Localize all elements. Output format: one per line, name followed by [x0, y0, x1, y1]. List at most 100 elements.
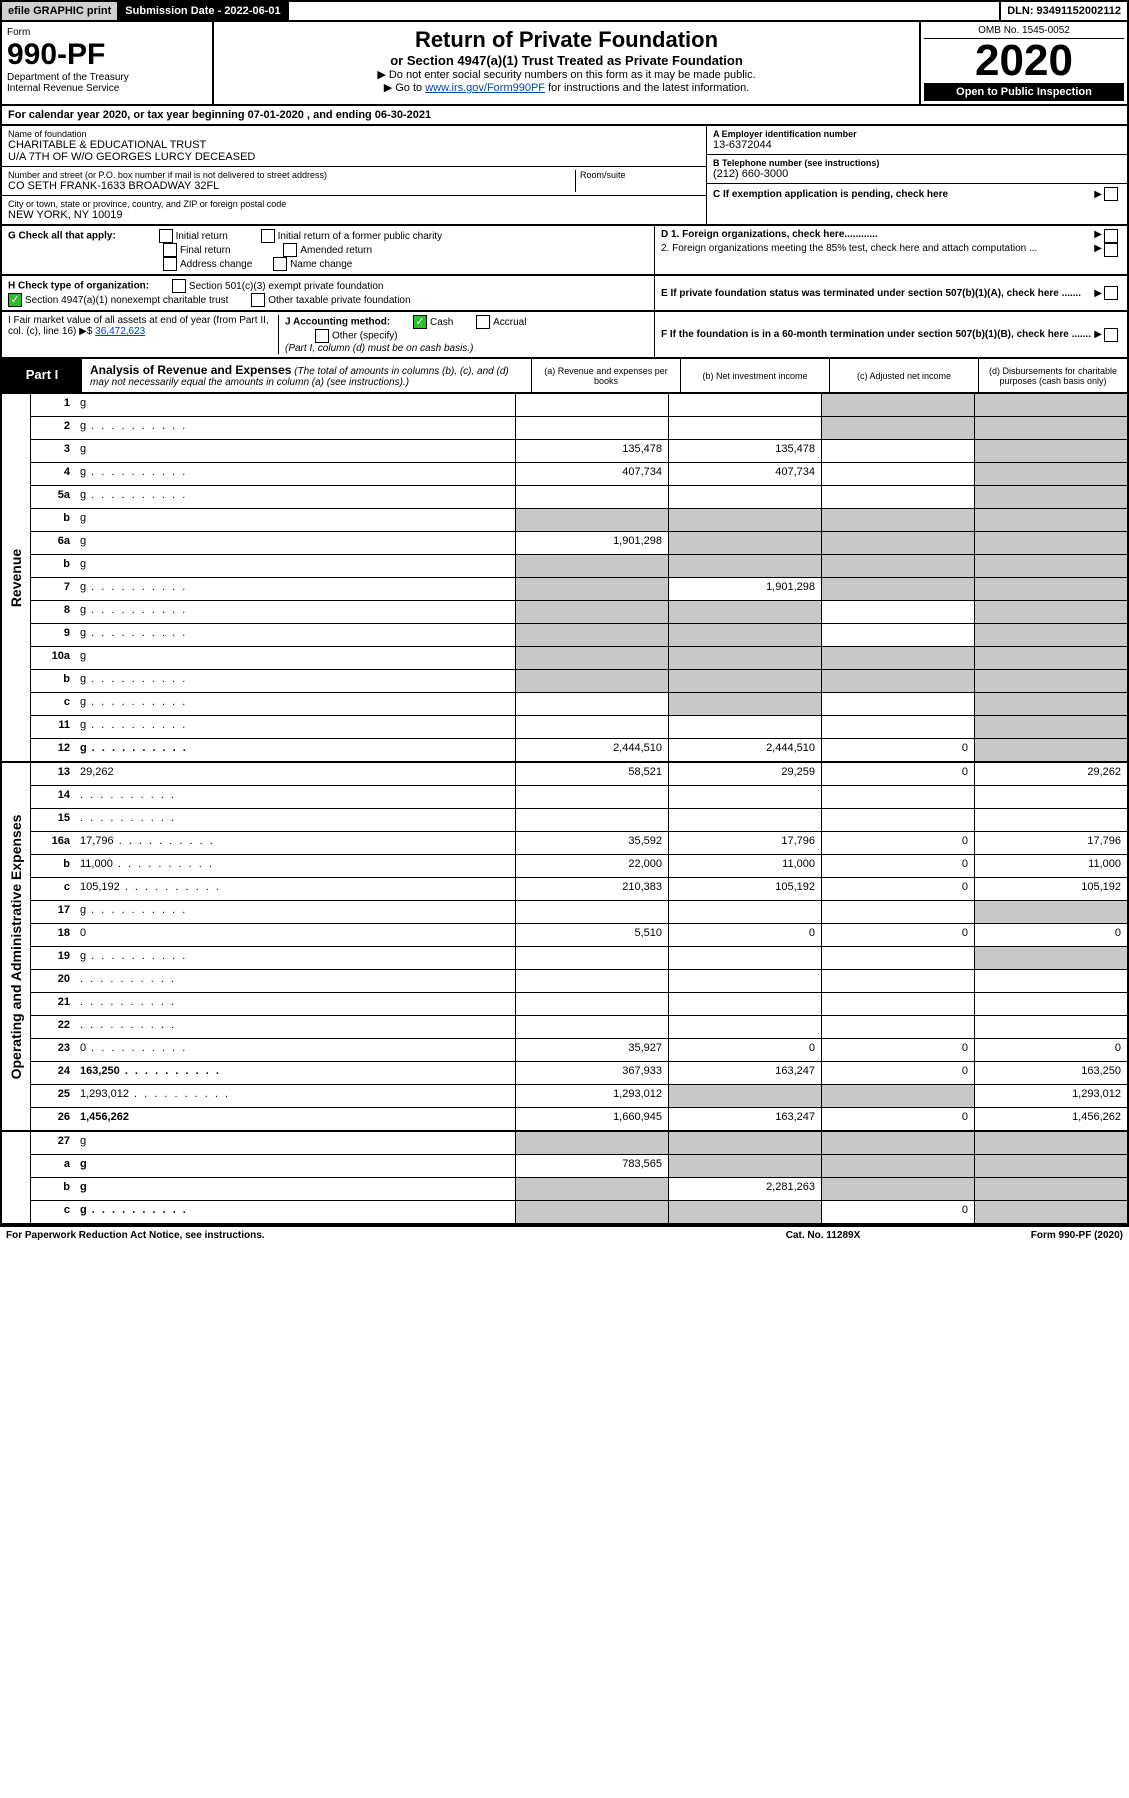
amount-cell: [668, 993, 821, 1015]
table-row: cg 0: [31, 1201, 1127, 1223]
row-description: g: [76, 486, 515, 508]
g2-checkbox[interactable]: [261, 229, 275, 243]
row-number: 22: [31, 1016, 76, 1038]
table-row: 20: [31, 970, 1127, 993]
g5-checkbox[interactable]: [163, 257, 177, 271]
table-row: 4g407,734407,734: [31, 463, 1127, 486]
g4-checkbox[interactable]: [283, 243, 297, 257]
table-row: 9g: [31, 624, 1127, 647]
row-description: g: [76, 1201, 515, 1223]
g3-checkbox[interactable]: [163, 243, 177, 257]
amount-cell: [821, 947, 974, 969]
amount-cell: 407,734: [515, 463, 668, 485]
amount-cell: 0: [821, 1201, 974, 1223]
h3-label: Other taxable private foundation: [268, 295, 410, 306]
amount-cell: [515, 578, 668, 600]
amount-cell: [974, 993, 1127, 1015]
j-other-checkbox[interactable]: [315, 329, 329, 343]
amount-cell: [515, 601, 668, 623]
amount-cell: 1,456,262: [974, 1108, 1127, 1130]
form-number: 990-PF: [7, 38, 207, 72]
arrow-icon: [1094, 288, 1104, 299]
part1-title-bold: Analysis of Revenue and Expenses: [90, 363, 291, 377]
row-number: 15: [31, 809, 76, 831]
g5-label: Address change: [180, 259, 252, 270]
amount-cell: 163,247: [668, 1108, 821, 1130]
row-number: 23: [31, 1039, 76, 1061]
amount-cell: 22,000: [515, 855, 668, 877]
row-description: g: [76, 947, 515, 969]
h1-checkbox[interactable]: [172, 279, 186, 293]
amount-cell: [515, 555, 668, 577]
amount-cell: [821, 647, 974, 669]
h3-checkbox[interactable]: [251, 293, 265, 307]
identity-block: Name of foundation CHARITABLE & EDUCATIO…: [0, 126, 1129, 226]
row-number: 1: [31, 394, 76, 416]
table-row: bg: [31, 509, 1127, 532]
amount-cell: 135,478: [668, 440, 821, 462]
d2-checkbox[interactable]: [1104, 243, 1118, 257]
amount-cell: [515, 624, 668, 646]
amount-cell: 2,444,510: [515, 739, 668, 761]
h2-checkbox[interactable]: [8, 293, 22, 307]
j-accrual-checkbox[interactable]: [476, 315, 490, 329]
amount-cell: [668, 1016, 821, 1038]
opadmin-vlabel: Operating and Administrative Expenses: [2, 763, 31, 1130]
amount-cell: [821, 509, 974, 531]
j3-label: Other (specify): [332, 331, 398, 342]
table-row: b11,00022,00011,000011,000: [31, 855, 1127, 878]
ein-cell: A Employer identification number 13-6372…: [707, 126, 1127, 155]
amount-cell: [821, 1178, 974, 1200]
g2-label: Initial return of a former public charit…: [278, 231, 443, 242]
form-title-block: Return of Private Foundation or Section …: [214, 22, 919, 104]
row-description: g: [76, 1178, 515, 1200]
amount-cell: [515, 809, 668, 831]
row-description: 1,456,262: [76, 1108, 515, 1130]
amount-cell: [515, 1178, 668, 1200]
amount-cell: [821, 809, 974, 831]
phone-label: B Telephone number (see instructions): [713, 158, 1121, 168]
row-number: 5a: [31, 486, 76, 508]
amount-cell: 0: [821, 924, 974, 946]
row-description: 105,192: [76, 878, 515, 900]
fmv-value[interactable]: 36,472,623: [95, 326, 145, 337]
g6-checkbox[interactable]: [273, 257, 287, 271]
amount-cell: [821, 901, 974, 923]
f-checkbox[interactable]: [1104, 328, 1118, 342]
table-row: 22: [31, 1016, 1127, 1039]
amount-cell: [515, 993, 668, 1015]
row-description: g: [76, 532, 515, 554]
amount-cell: [974, 693, 1127, 715]
d1-checkbox[interactable]: [1104, 229, 1118, 243]
f-label: F If the foundation is in a 60-month ter…: [661, 329, 1094, 340]
arrow-icon: [1094, 229, 1104, 243]
amount-cell: 0: [821, 878, 974, 900]
amount-cell: [515, 693, 668, 715]
amount-cell: [974, 532, 1127, 554]
amount-cell: [974, 1016, 1127, 1038]
submission-date: Submission Date - 2022-06-01: [119, 2, 288, 20]
table-row: bg: [31, 670, 1127, 693]
j-cash-checkbox[interactable]: [413, 315, 427, 329]
g1-checkbox[interactable]: [159, 229, 173, 243]
row-description: [76, 1016, 515, 1038]
form990pf-link[interactable]: www.irs.gov/Form990PF: [425, 82, 545, 94]
row-number: 24: [31, 1062, 76, 1084]
row-number: c: [31, 1201, 76, 1223]
row-description: g: [76, 509, 515, 531]
row-description: g: [76, 463, 515, 485]
amount-cell: [974, 647, 1127, 669]
form-label: Form: [7, 27, 207, 38]
g6-label: Name change: [290, 259, 352, 270]
amount-cell: 5,510: [515, 924, 668, 946]
amount-cell: 105,192: [668, 878, 821, 900]
c-checkbox[interactable]: [1104, 187, 1118, 201]
row-description: g: [76, 578, 515, 600]
amount-cell: [821, 578, 974, 600]
row-description: 1,293,012: [76, 1085, 515, 1107]
e-checkbox[interactable]: [1104, 286, 1118, 300]
amount-cell: [668, 486, 821, 508]
amount-cell: [515, 509, 668, 531]
row-description: [76, 993, 515, 1015]
table-row: ag783,565: [31, 1155, 1127, 1178]
